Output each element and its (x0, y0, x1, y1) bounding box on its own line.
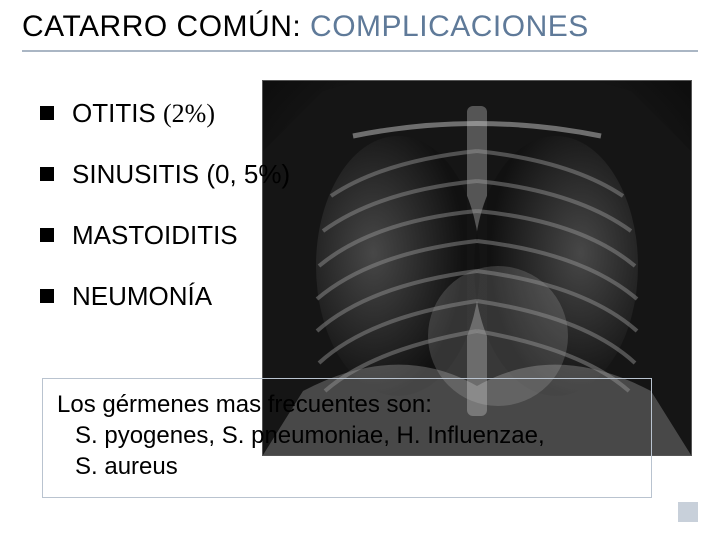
note-line-2: S. pyogenes, S. pneumoniae, H. Influenza… (57, 420, 637, 451)
item-text: MASTOIDITIS (72, 220, 238, 251)
note-line-3: S. aureus (57, 451, 637, 482)
item-text-a: OTITIS (72, 98, 163, 128)
corner-square-icon (678, 502, 698, 522)
item-text: OTITIS (2%) (72, 98, 215, 129)
item-text-b: (2%) (163, 99, 215, 128)
item-text-a: NEUMONÍA (72, 281, 212, 311)
item-text-a: SINUSITIS (72, 159, 206, 189)
slide: CATARRO COMÚN: COMPLICACIONES (0, 0, 720, 540)
title-part-a: CATARRO COMÚN: (22, 10, 310, 43)
item-text-b: (0, 5%) (206, 159, 290, 189)
list-item: MASTOIDITIS (40, 220, 640, 251)
item-text-a: MASTOIDITIS (72, 220, 238, 250)
item-text: NEUMONÍA (72, 281, 212, 312)
square-bullet-icon (40, 228, 54, 242)
square-bullet-icon (40, 167, 54, 181)
note-line-1: Los gérmenes mas frecuentes son: (57, 389, 637, 420)
square-bullet-icon (40, 106, 54, 120)
item-text: SINUSITIS (0, 5%) (72, 159, 290, 190)
square-bullet-icon (40, 289, 54, 303)
title-part-b: COMPLICACIONES (310, 10, 589, 43)
list-item: NEUMONÍA (40, 281, 640, 312)
title-row: CATARRO COMÚN: COMPLICACIONES (22, 10, 698, 52)
list-item: SINUSITIS (0, 5%) (40, 159, 640, 190)
complications-list: OTITIS (2%) SINUSITIS (0, 5%) MASTOIDITI… (40, 98, 640, 342)
germenes-note: Los gérmenes mas frecuentes son: S. pyog… (42, 378, 652, 498)
list-item: OTITIS (2%) (40, 98, 640, 129)
